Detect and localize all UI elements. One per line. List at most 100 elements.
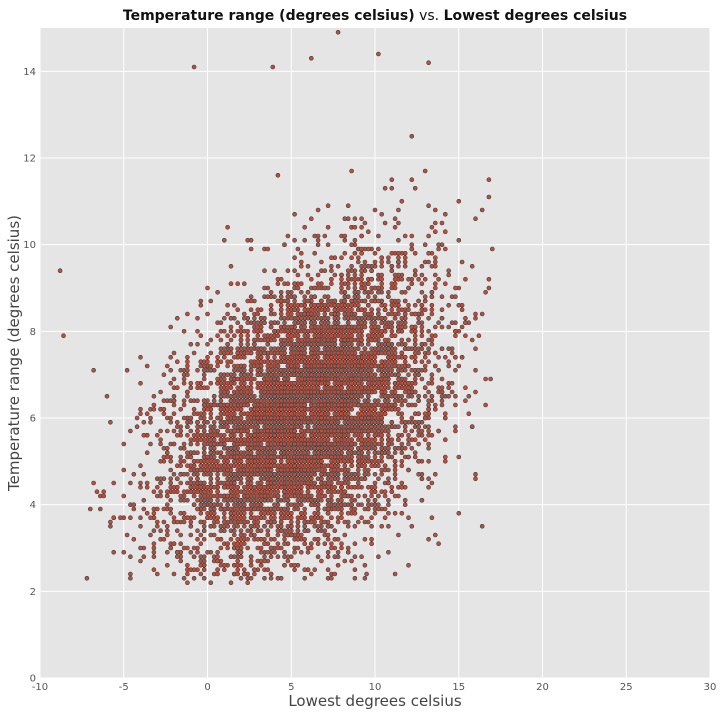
data-point bbox=[402, 289, 408, 295]
data-point bbox=[262, 285, 267, 291]
data-point bbox=[218, 523, 224, 529]
data-point bbox=[382, 493, 388, 499]
data-point bbox=[315, 346, 321, 352]
data-point bbox=[426, 259, 431, 265]
data-point bbox=[339, 541, 344, 547]
data-point bbox=[432, 402, 438, 408]
data-point bbox=[181, 519, 187, 525]
data-point bbox=[483, 289, 488, 295]
data-point bbox=[302, 328, 308, 334]
data-point bbox=[463, 333, 468, 339]
data-point bbox=[329, 493, 334, 499]
data-point bbox=[392, 333, 398, 339]
data-point bbox=[151, 393, 157, 399]
data-point bbox=[218, 437, 224, 443]
data-point bbox=[282, 341, 287, 347]
data-point bbox=[168, 367, 173, 373]
data-point bbox=[315, 272, 321, 278]
data-point bbox=[446, 272, 452, 278]
data-point bbox=[232, 502, 237, 508]
data-point bbox=[84, 575, 90, 581]
data-point bbox=[198, 571, 204, 577]
data-point bbox=[265, 406, 271, 412]
data-point bbox=[168, 545, 173, 551]
data-point bbox=[295, 411, 301, 417]
data-point bbox=[322, 294, 328, 300]
data-point bbox=[362, 220, 368, 226]
data-point bbox=[386, 398, 391, 404]
data-point bbox=[238, 324, 244, 330]
data-point bbox=[101, 493, 106, 499]
data-point bbox=[275, 489, 281, 495]
data-point bbox=[426, 337, 431, 343]
data-point bbox=[232, 528, 237, 534]
data-point bbox=[409, 134, 415, 139]
data-point bbox=[349, 558, 354, 564]
data-point bbox=[332, 307, 338, 313]
data-point bbox=[379, 302, 385, 308]
data-point bbox=[315, 523, 321, 529]
data-point bbox=[288, 419, 294, 425]
data-point bbox=[235, 506, 240, 512]
data-point bbox=[422, 393, 428, 399]
data-point bbox=[386, 480, 391, 486]
data-point bbox=[392, 225, 398, 230]
data-point bbox=[272, 515, 277, 521]
data-point bbox=[168, 506, 173, 512]
data-point bbox=[422, 354, 428, 360]
data-point bbox=[175, 419, 180, 425]
data-point bbox=[268, 554, 274, 560]
data-point bbox=[208, 580, 214, 586]
data-point bbox=[456, 363, 462, 369]
data-point bbox=[342, 532, 348, 538]
data-point bbox=[232, 471, 237, 477]
data-point bbox=[151, 545, 157, 551]
data-point bbox=[272, 328, 277, 334]
data-point bbox=[342, 380, 348, 386]
data-point bbox=[426, 402, 431, 408]
data-point bbox=[155, 523, 160, 529]
data-point bbox=[376, 463, 381, 469]
data-point bbox=[325, 523, 331, 529]
data-point bbox=[268, 571, 274, 577]
data-point bbox=[322, 324, 328, 330]
data-point bbox=[422, 276, 428, 282]
data-point bbox=[188, 532, 194, 538]
data-point bbox=[315, 242, 321, 247]
data-point bbox=[245, 580, 250, 586]
data-point bbox=[345, 510, 351, 516]
data-point bbox=[399, 463, 405, 469]
data-point bbox=[399, 441, 405, 447]
data-point bbox=[242, 281, 247, 287]
data-point bbox=[305, 480, 311, 486]
data-point bbox=[402, 376, 408, 382]
data-point bbox=[201, 536, 207, 542]
data-point bbox=[325, 554, 331, 560]
data-point bbox=[349, 493, 354, 499]
data-point bbox=[402, 502, 408, 508]
data-point bbox=[453, 367, 458, 373]
data-point bbox=[245, 350, 250, 356]
data-point bbox=[302, 523, 308, 529]
data-point bbox=[392, 350, 398, 356]
data-point bbox=[376, 367, 381, 373]
data-point bbox=[111, 549, 116, 555]
data-point bbox=[399, 367, 405, 373]
data-point bbox=[185, 393, 190, 399]
data-point bbox=[235, 567, 240, 573]
data-point bbox=[352, 554, 358, 560]
data-point bbox=[228, 281, 234, 287]
data-point bbox=[355, 467, 361, 473]
data-point bbox=[389, 268, 395, 274]
data-point bbox=[325, 497, 331, 503]
data-point bbox=[238, 575, 244, 581]
data-point bbox=[315, 432, 321, 438]
data-point bbox=[215, 549, 220, 555]
data-point bbox=[312, 320, 318, 326]
data-point bbox=[201, 432, 207, 438]
data-point bbox=[255, 424, 261, 430]
data-point bbox=[446, 385, 452, 391]
data-point bbox=[161, 519, 167, 525]
data-point bbox=[218, 398, 224, 404]
data-point bbox=[409, 415, 415, 421]
